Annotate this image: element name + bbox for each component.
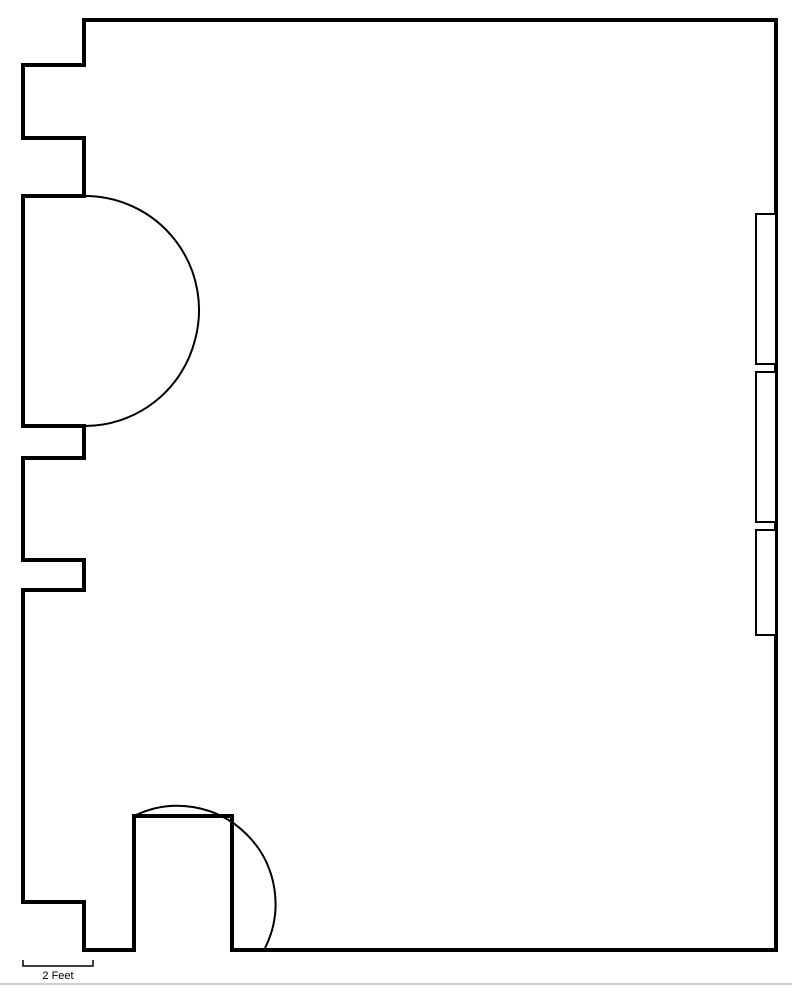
windows-group xyxy=(756,214,776,635)
door-swing-2 xyxy=(84,340,195,426)
floorplan-canvas: 2 Feet xyxy=(0,0,792,991)
scale-label: 2 Feet xyxy=(42,970,73,982)
scale-bar: 2 Feet xyxy=(23,960,93,982)
door-swing-1 xyxy=(134,806,276,948)
doors-group xyxy=(84,196,276,948)
scale-bracket xyxy=(23,960,93,966)
window-1 xyxy=(756,214,776,364)
room-outline xyxy=(23,20,776,950)
door-swing-3 xyxy=(84,196,199,340)
window-3 xyxy=(756,530,776,635)
window-2 xyxy=(756,372,776,522)
